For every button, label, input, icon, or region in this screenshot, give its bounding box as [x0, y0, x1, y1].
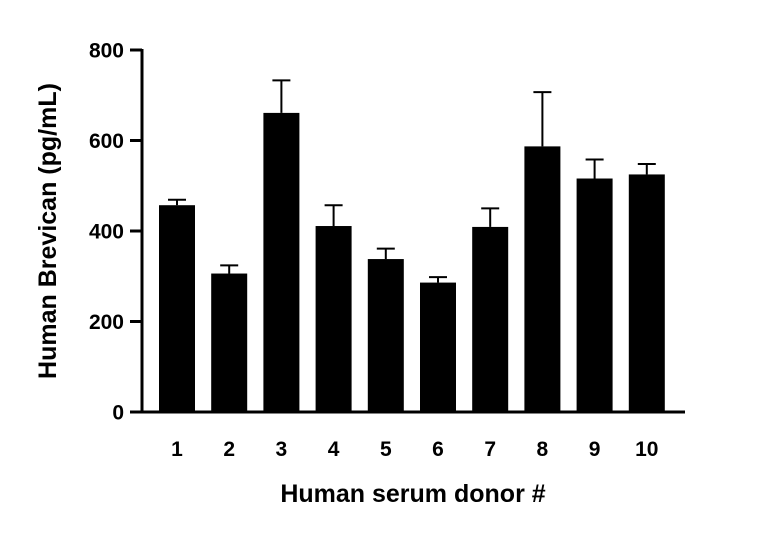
y-tick-label: 0 [112, 402, 124, 425]
y-tick-label: 400 [89, 221, 124, 244]
bar [211, 273, 248, 412]
x-tick-label: 2 [223, 438, 235, 461]
error-bar [272, 79, 291, 113]
x-tick-label: 7 [484, 438, 496, 461]
x-tick-label: 4 [328, 438, 340, 461]
bar [367, 259, 404, 412]
bar [420, 282, 456, 412]
error-bar [324, 204, 343, 227]
x-tick-label: 8 [537, 438, 549, 461]
y-axis-title: Human Brevican (pg/mL) [34, 83, 62, 379]
error-bar [376, 247, 395, 260]
error-bar [533, 91, 552, 147]
error-bar [637, 163, 656, 175]
error-bar [220, 264, 239, 274]
x-tick-label: 6 [432, 438, 444, 461]
bar [628, 174, 665, 412]
bars [159, 112, 665, 413]
bar [315, 226, 352, 412]
error-bar [585, 158, 604, 179]
y-tick-label: 800 [89, 40, 124, 63]
bar [159, 205, 195, 412]
bar [263, 112, 300, 413]
error-bar [168, 198, 186, 206]
x-tick-label: 1 [171, 438, 183, 461]
bar [472, 226, 509, 412]
bar [524, 146, 561, 412]
bar [576, 178, 613, 412]
x-axis: 1 2 3 4 5 6 7 8 9 10 [140, 410, 685, 461]
x-tick-label: 3 [276, 438, 288, 461]
error-bar [481, 207, 500, 227]
error-bars [168, 79, 656, 283]
x-axis-title: Human serum donor # [280, 480, 545, 508]
x-tick-label: 9 [589, 438, 601, 461]
x-tick-label: 10 [635, 438, 658, 461]
y-axis: 0 200 400 600 800 [89, 40, 144, 425]
y-tick-label: 200 [89, 311, 124, 334]
x-tick-label: 5 [380, 438, 392, 461]
y-tick-label: 600 [89, 130, 124, 153]
error-bar [429, 276, 447, 283]
